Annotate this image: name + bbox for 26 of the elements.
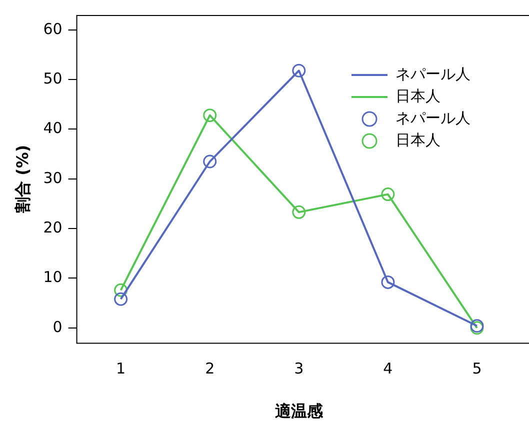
- y-tick-label: 30: [43, 168, 62, 187]
- legend-label: 日本人: [396, 130, 440, 149]
- y-tick-label: 0: [52, 318, 62, 336]
- point: [381, 275, 395, 289]
- y-axis-title: 割合 (%): [12, 144, 32, 214]
- text: ネパール人: [396, 108, 470, 127]
- x-axis-title: 適温感: [274, 402, 324, 421]
- point: [292, 64, 306, 78]
- x-tick-label: 5: [472, 360, 482, 378]
- point: [114, 283, 128, 297]
- x-tick-label: 1: [116, 360, 126, 378]
- legend-label: ネパール人: [396, 64, 470, 83]
- y-tick-label: 20: [43, 218, 62, 236]
- x-tick-label: 3: [294, 360, 304, 378]
- y-tick-label: 10: [43, 268, 62, 286]
- y-tick-label: 50: [43, 69, 62, 88]
- y-tick-label: 60: [43, 20, 62, 38]
- point: [114, 292, 128, 306]
- x-tick-label: 2: [205, 360, 215, 378]
- point: [292, 205, 306, 219]
- point: [381, 188, 395, 202]
- x-tick-label: 4: [383, 360, 393, 378]
- text: 日本人: [396, 86, 440, 105]
- y-tick-label: 40: [43, 119, 62, 138]
- point: [203, 108, 217, 122]
- point: [203, 154, 217, 168]
